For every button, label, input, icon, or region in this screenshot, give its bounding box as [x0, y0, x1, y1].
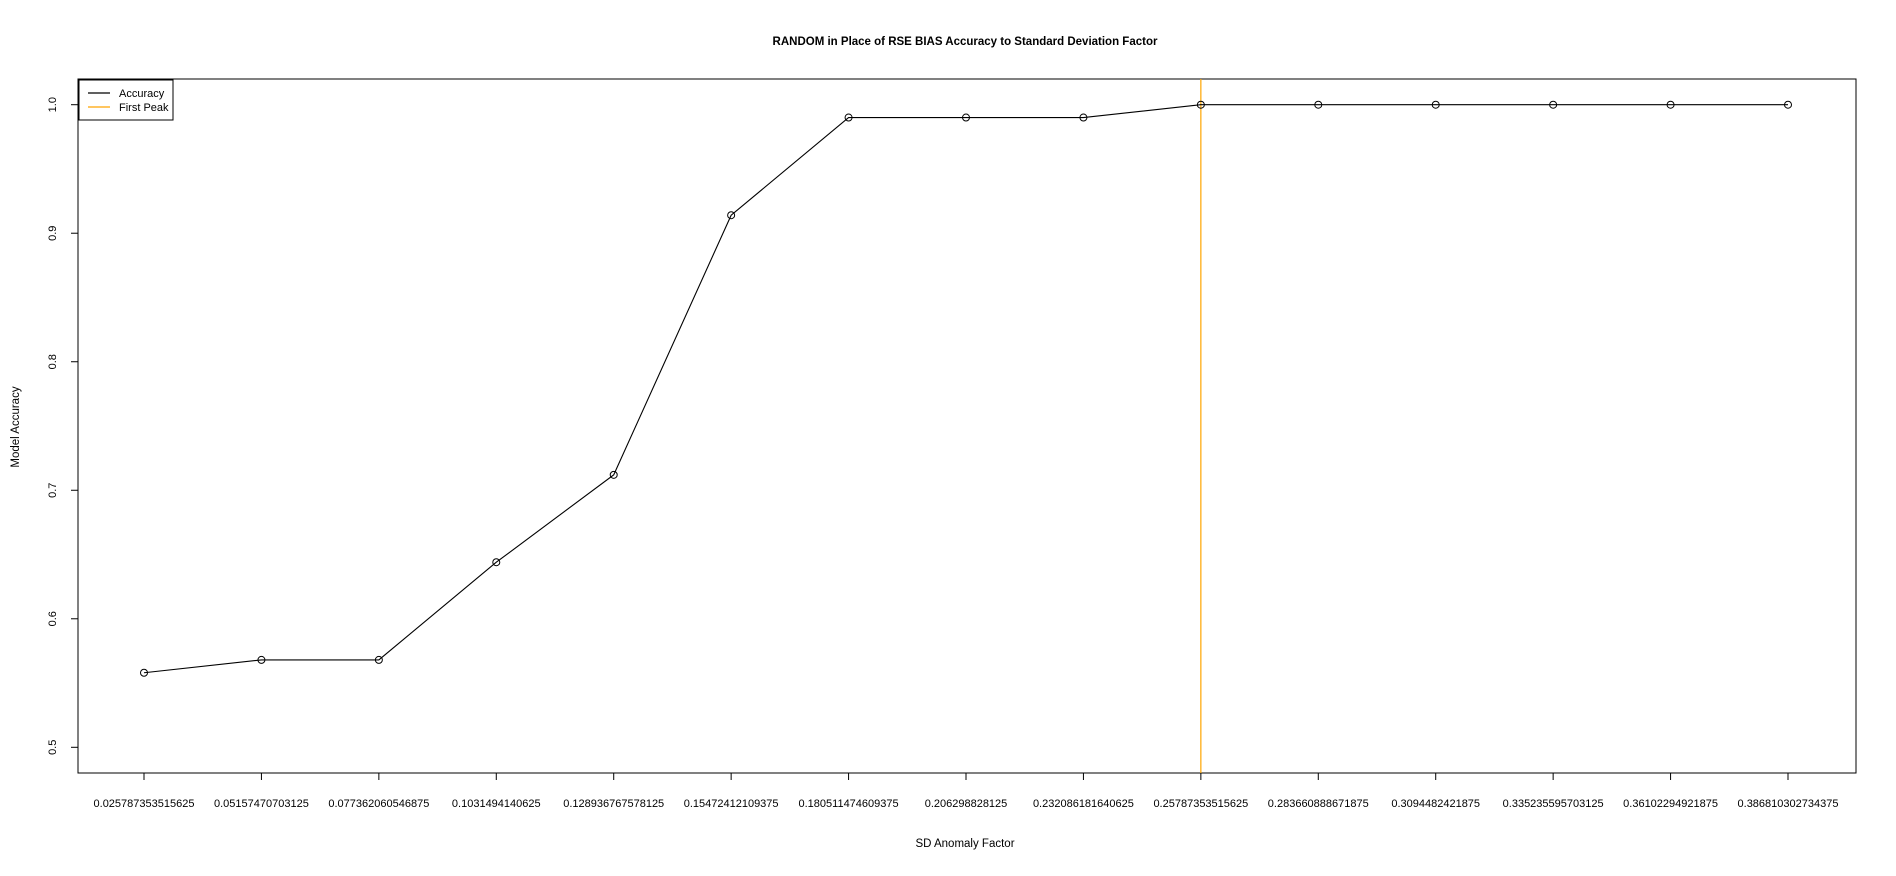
x-tick-label: 0.15472412109375	[684, 798, 779, 810]
y-tick-label: 0.7	[47, 483, 59, 498]
x-axis-label: SD Anomaly Factor	[915, 838, 1014, 850]
x-tick-label: 0.3094482421875	[1391, 798, 1480, 810]
y-tick-label: 0.8	[47, 354, 59, 369]
accuracy-data-point	[962, 113, 970, 122]
legend-label: Accuracy	[119, 88, 165, 100]
chart-title: RANDOM in Place of RSE BIAS Accuracy to …	[773, 36, 1158, 48]
accuracy-series-line	[143, 104, 1788, 674]
x-tick-label: 0.386810302734375	[1738, 798, 1839, 810]
x-tick-label: 0.077362060546875	[328, 798, 429, 810]
x-tick-label: 0.05157470703125	[214, 798, 309, 810]
accuracy-data-point	[1196, 100, 1205, 109]
x-tick-label: 0.36102294921875	[1623, 798, 1718, 810]
x-tick-label: 0.180511474609375	[799, 798, 899, 810]
x-tick-label: 0.128936767578125	[563, 798, 664, 810]
accuracy-data-point	[1314, 100, 1323, 109]
accuracy-data-point	[1079, 113, 1088, 122]
legend-label: First Peak	[119, 102, 169, 114]
accuracy-data-point	[140, 668, 148, 677]
x-tick-label: 0.283660888671875	[1268, 798, 1369, 810]
x-tick-label: 0.206298828125	[925, 798, 1008, 810]
plot-area: 0.025787353515625 0.05157470703125 0.07736…	[47, 78, 1857, 810]
accuracy-data-point	[844, 113, 853, 122]
accuracy-data-point	[257, 655, 266, 664]
x-tick-label: 0.1031494140625	[452, 798, 541, 810]
y-tick-label: 0.6	[47, 611, 59, 626]
accuracy-data-point	[609, 470, 618, 479]
y-tick-label: 0.5	[47, 740, 59, 755]
accuracy-data-point	[374, 655, 383, 664]
accuracy-data-point	[727, 211, 736, 220]
accuracy-data-point	[492, 558, 501, 567]
accuracy-data-point	[1549, 100, 1558, 109]
accuracy-data-point	[1784, 100, 1792, 109]
y-axis-label: Model Accuracy	[10, 386, 22, 467]
x-tick-label: 0.25787353515625	[1153, 798, 1248, 810]
x-tick-label: 0.232086181640625	[1033, 798, 1134, 810]
plot-frame	[77, 78, 1857, 774]
legend: Accuracy First Peak	[78, 79, 174, 121]
accuracy-data-point	[1431, 100, 1440, 109]
legend-box	[78, 79, 174, 121]
x-tick-label: 0.335235595703125	[1503, 798, 1604, 810]
x-tick-label: 0.025787353515625	[94, 798, 195, 810]
y-tick-label: 1.0	[47, 97, 59, 112]
accuracy-data-point	[1666, 100, 1675, 109]
y-tick-label: 0.9	[47, 226, 59, 241]
